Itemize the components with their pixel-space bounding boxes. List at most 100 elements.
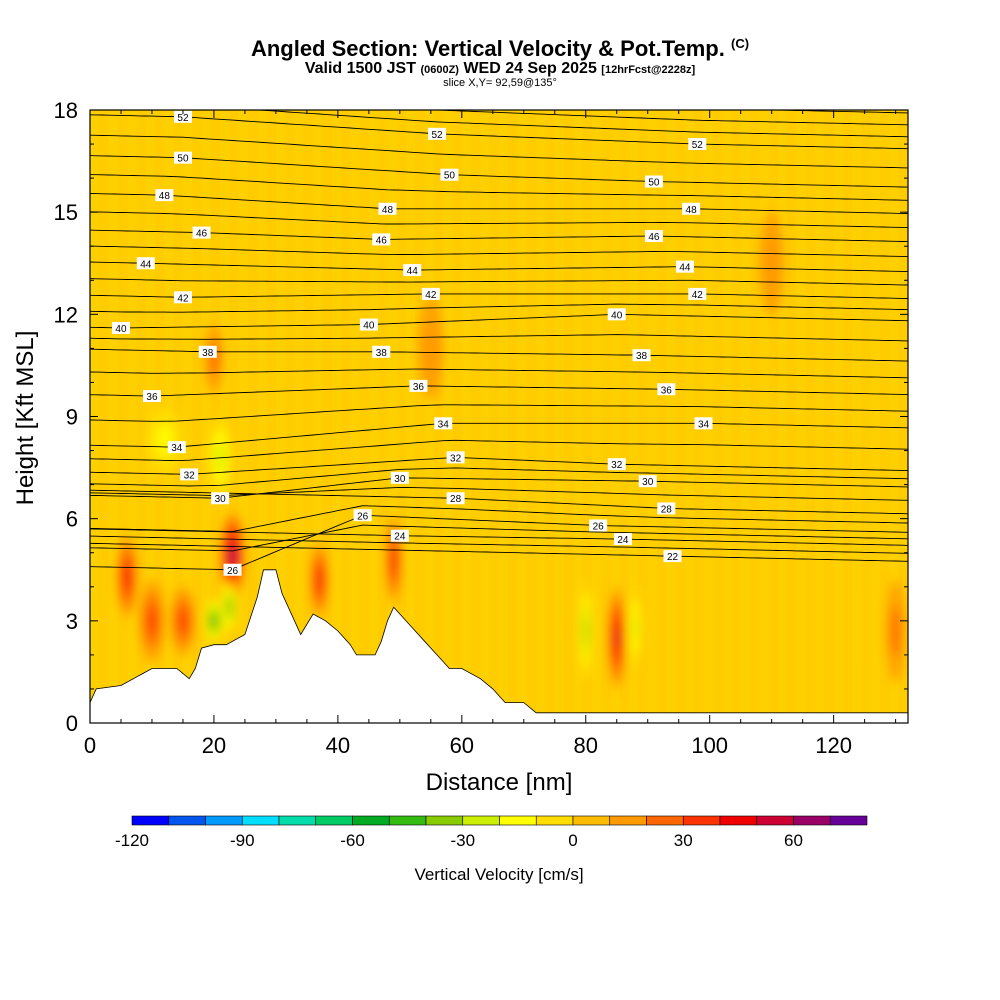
- contour-label: 24: [394, 532, 406, 543]
- colorbar-swatch: [425, 815, 464, 826]
- contour-label-box: [440, 168, 459, 181]
- contour-label: 48: [382, 205, 394, 216]
- contour-label-box: [359, 318, 378, 331]
- isentrope: [90, 422, 908, 448]
- field-stripe: [387, 110, 397, 723]
- contour-label: 40: [611, 310, 623, 321]
- contour-label: 40: [115, 324, 127, 335]
- contour-label: 34: [171, 443, 183, 454]
- velocity-cell: [424, 322, 438, 374]
- field-stripe: [424, 110, 434, 723]
- y-tick-label: 3: [66, 609, 78, 634]
- forecast-info: [12hrFcst@2228z]: [601, 64, 696, 76]
- field-stripe: [870, 110, 881, 723]
- contour-label-box: [663, 550, 682, 563]
- isentrope: [90, 524, 908, 552]
- contour-label: 38: [202, 348, 214, 359]
- field-stripe: [591, 110, 602, 723]
- y-tick-label: 12: [54, 302, 78, 327]
- contour-label-box: [180, 468, 199, 481]
- field-stripe: [368, 110, 379, 723]
- contour-label-box: [607, 308, 626, 321]
- colorbar-swatch: [315, 815, 353, 826]
- isentrope: [90, 303, 908, 313]
- contour-label-box: [173, 291, 192, 304]
- chart-subtitle-valid: Valid 1500 JST (0600Z) WED 24 Sep 2025 […: [0, 60, 1000, 78]
- x-tick-label: 40: [326, 733, 350, 758]
- valid-prefix: Valid 1500 JST: [304, 60, 416, 77]
- contour-label: 42: [692, 290, 704, 301]
- contour-label: 26: [357, 511, 369, 522]
- colorbar-swatch: [388, 815, 427, 826]
- colorbar-swatch: [609, 815, 647, 826]
- colorbar-swatch: [646, 815, 684, 826]
- isentrope: [90, 528, 908, 546]
- field-stripe: [108, 110, 118, 723]
- colorbar-swatch: [756, 815, 794, 826]
- isentrope: [90, 456, 908, 475]
- contour-label: 46: [648, 232, 660, 243]
- field-stripe: [554, 110, 565, 723]
- contour-label: 44: [407, 266, 419, 277]
- isentrope: [90, 535, 908, 554]
- contour-label: 48: [159, 191, 171, 202]
- velocity-cell: [890, 605, 901, 657]
- isentrope: [754, 110, 908, 114]
- contour-label: 38: [376, 348, 388, 359]
- colorbar-swatch: [131, 815, 170, 826]
- contour-label-box: [607, 458, 626, 471]
- field-stripe: [796, 110, 806, 723]
- velocity-cell: [765, 237, 778, 289]
- contour-label: 22: [667, 552, 679, 563]
- field-stripe: [406, 110, 416, 723]
- field-stripe: [127, 110, 137, 723]
- y-tick-label: 9: [66, 405, 78, 430]
- contour-label: 32: [450, 453, 462, 464]
- contour-label-box: [644, 175, 663, 188]
- x-tick-label: 100: [691, 733, 728, 758]
- contour-label: 46: [376, 235, 388, 246]
- velocity-cell: [615, 627, 619, 649]
- isentrope: [90, 334, 908, 342]
- contour-label: 30: [215, 494, 227, 505]
- contour-label: 48: [686, 205, 698, 216]
- isentrope: [90, 229, 908, 243]
- colorbar: -120 -90 -60 -30 0 30 60: [115, 815, 868, 850]
- field-stripe: [220, 110, 230, 723]
- contour-label: 34: [698, 419, 710, 430]
- contour-label-box: [428, 127, 447, 140]
- contour-label-box: [390, 529, 409, 542]
- velocity-cell: [230, 548, 235, 564]
- contour-label: 32: [611, 460, 623, 471]
- contour-label-box: [446, 451, 465, 464]
- contour-label-box: [446, 492, 465, 505]
- colorbar-tick-label: 60: [784, 831, 803, 850]
- field-stripe: [610, 110, 620, 723]
- contour-label-box: [632, 349, 651, 362]
- isentrope: [90, 313, 908, 329]
- field-stripe: [852, 110, 862, 723]
- contour-label-box: [223, 563, 242, 576]
- contour-label-box: [142, 390, 161, 403]
- title-main: Angled Section: Vertical Velocity & Pot.…: [250, 36, 725, 61]
- field-stripe: [517, 110, 527, 723]
- field-stripe: [889, 110, 899, 723]
- x-tick-label: 20: [202, 733, 226, 758]
- field-stripe: [703, 110, 713, 723]
- colorbar-swatch: [168, 815, 206, 826]
- field-stripe: [777, 110, 788, 723]
- contour-label-box: [192, 226, 211, 239]
- field-stripe: [722, 110, 732, 723]
- velocity-cell: [147, 607, 157, 635]
- velocity-cell: [178, 609, 188, 633]
- field-stripe: [201, 110, 211, 723]
- x-tick-label: 0: [84, 733, 96, 758]
- contour-label-box: [694, 417, 713, 430]
- contour-label: 28: [450, 494, 462, 505]
- contour-label: 28: [661, 504, 673, 515]
- contour-label-box: [167, 441, 186, 454]
- colorbar-swatch: [241, 815, 280, 826]
- isentrope: [90, 261, 908, 273]
- contour-label: 42: [177, 293, 189, 304]
- field-stripe: [536, 110, 546, 723]
